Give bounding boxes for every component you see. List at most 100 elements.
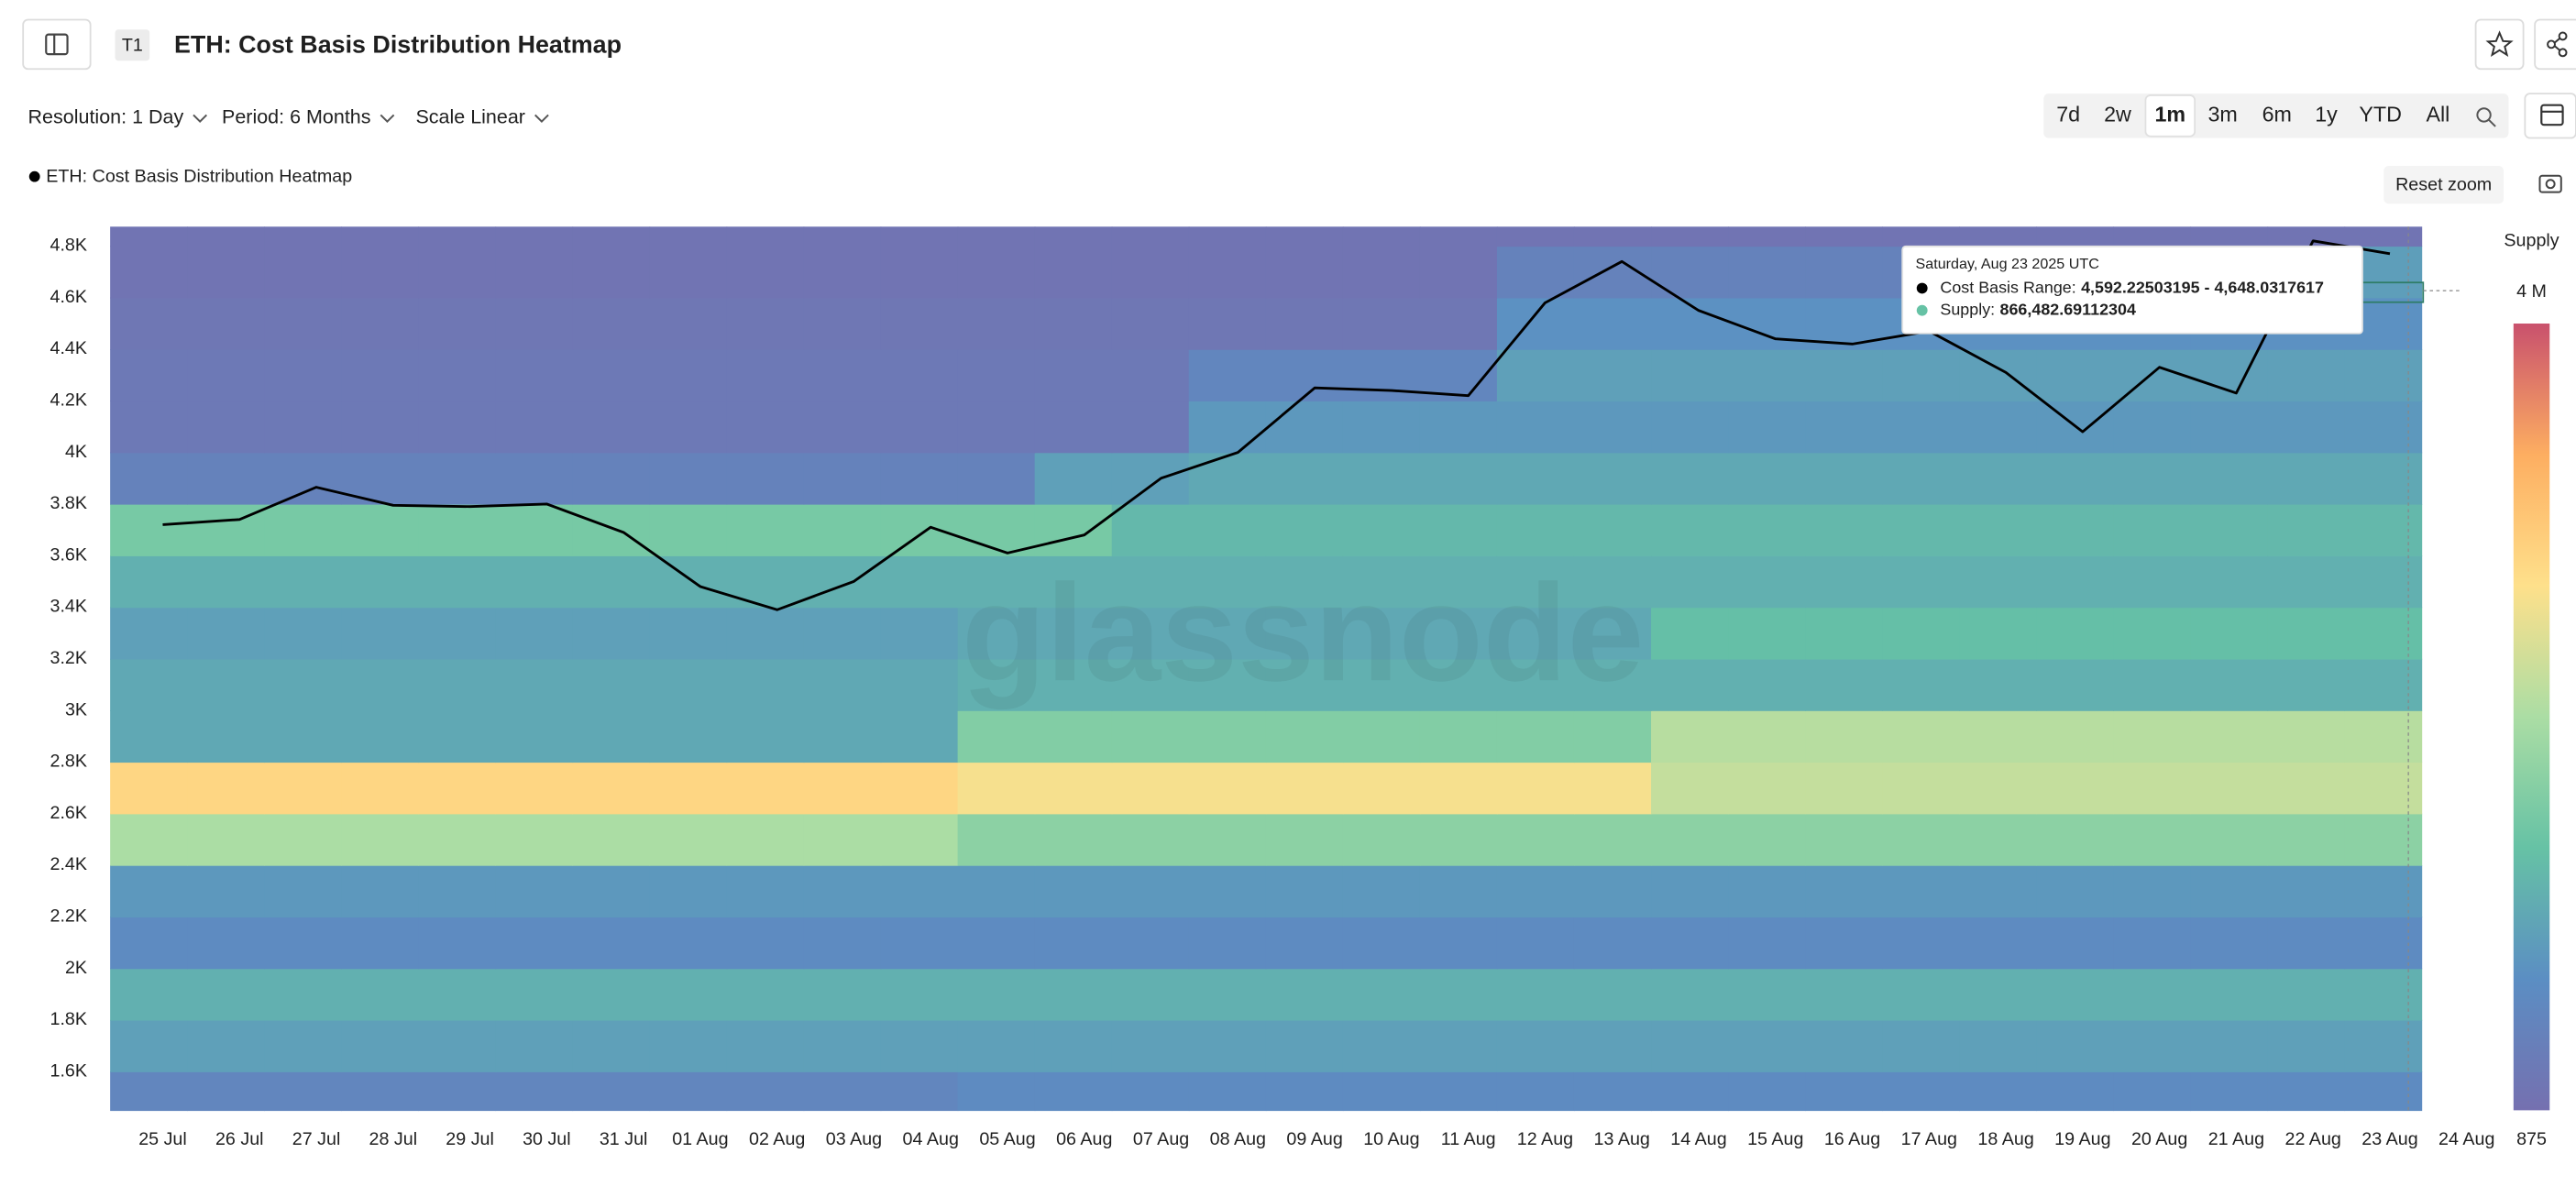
- range-button[interactable]: 7d: [2056, 102, 2080, 126]
- heatmap-cell: [341, 555, 420, 609]
- heatmap-cell: [957, 246, 1036, 299]
- heatmap-cell: [1496, 968, 1575, 1021]
- heatmap-cell: [649, 864, 728, 917]
- heatmap-cell: [1496, 607, 1575, 660]
- heatmap-cell: [726, 917, 805, 970]
- y-tick-label: 3.2K: [50, 648, 88, 668]
- heatmap-cell: [880, 710, 959, 763]
- heatmap-cell: [1959, 917, 2037, 970]
- heatmap-cell: [1959, 968, 2037, 1021]
- range-button[interactable]: 3m: [2207, 102, 2237, 126]
- heatmap-cell: [1188, 226, 1267, 247]
- heatmap-cell: [726, 348, 805, 402]
- heatmap-cell: [264, 917, 342, 970]
- reset-zoom-button[interactable]: [2383, 165, 2504, 204]
- heatmap-cell: [187, 710, 265, 763]
- heatmap-cell: [1342, 762, 1421, 815]
- heatmap-cell: [1573, 297, 1652, 350]
- heatmap-cell: [264, 348, 342, 402]
- heatmap-cell: [1034, 226, 1113, 247]
- star-button[interactable]: [2474, 18, 2525, 71]
- heatmap-cell: [2344, 348, 2423, 402]
- heatmap-cell: [957, 762, 1036, 815]
- colorbar-title: Supply: [2504, 231, 2559, 251]
- heatmap-cell: [572, 401, 651, 454]
- camera-icon[interactable]: [2538, 174, 2562, 193]
- heatmap-cell: [495, 658, 574, 711]
- heatmap-cell: [2267, 917, 2346, 970]
- heatmap-cell: [187, 246, 265, 299]
- x-tick-label: 12 Aug: [1517, 1129, 1573, 1149]
- x-tick-label: 01 Aug: [672, 1129, 728, 1149]
- heatmap-cell: [1805, 813, 1883, 866]
- heatmap-cell: [1419, 452, 1498, 505]
- heatmap-cell: [649, 297, 728, 350]
- heatmap-cell: [341, 401, 420, 454]
- star-icon: [2485, 30, 2514, 57]
- heatmap-cell: [1034, 503, 1113, 556]
- range-button[interactable]: 2w: [2104, 102, 2131, 126]
- range-button[interactable]: 6m: [2262, 102, 2292, 126]
- heatmap-cell: [187, 1071, 265, 1112]
- heatmap-cell: [2344, 710, 2423, 763]
- heatmap-cell: [1573, 503, 1652, 556]
- heatmap-cell: [264, 864, 342, 917]
- chevron: [534, 114, 549, 124]
- heatmap-cell: [1034, 1071, 1113, 1112]
- heatmap-cell: [1728, 607, 1806, 660]
- sidebar-toggle[interactable]: [22, 18, 92, 71]
- heatmap-cell: [187, 226, 265, 247]
- heatmap-cell: [110, 864, 188, 917]
- tooltip-row: Supply: 866,482.69112304: [1940, 300, 2136, 318]
- heatmap-cell: [2190, 710, 2269, 763]
- colorbar: [2513, 324, 2550, 1111]
- share-icon: [2547, 31, 2568, 58]
- heatmap-cell: [1111, 658, 1190, 711]
- heatmap-cell: [1651, 813, 1729, 866]
- heatmap-cell: [1342, 452, 1421, 505]
- heatmap-cell: [957, 917, 1036, 970]
- control-label[interactable]: Resolution: 1 Day: [28, 106, 184, 128]
- range-button[interactable]: 1m: [2154, 102, 2185, 126]
- heatmap-cell: [726, 297, 805, 350]
- heatmap-cell: [110, 452, 188, 505]
- heatmap-cell: [1728, 503, 1806, 556]
- heatmap-cell: [1651, 607, 1729, 660]
- heatmap-cell: [2190, 226, 2269, 247]
- heatmap-cell: [1728, 401, 1806, 454]
- range-button[interactable]: All: [2426, 102, 2449, 126]
- heatmap-cell: [2267, 555, 2346, 609]
- heatmap-cell: [2113, 555, 2192, 609]
- heatmap-cell: [341, 607, 420, 660]
- heatmap-cell: [418, 917, 497, 970]
- heatmap-cell: [649, 813, 728, 866]
- control-label[interactable]: Scale Linear: [415, 106, 525, 128]
- heatmap-cell: [1188, 297, 1267, 350]
- heatmap-cell: [649, 401, 728, 454]
- zoom-icon[interactable]: [2476, 107, 2496, 127]
- heatmap-cell: [649, 917, 728, 970]
- heatmap-cell: [1573, 452, 1652, 505]
- heatmap-cell: [187, 348, 265, 402]
- heatmap-cell: [2267, 658, 2346, 711]
- range-button[interactable]: 1y: [2315, 102, 2338, 126]
- heatmap-cell: [572, 968, 651, 1021]
- heatmap-cell: [2267, 968, 2346, 1021]
- badge: T1: [122, 35, 143, 55]
- heatmap-cell: [1034, 864, 1113, 917]
- control-label[interactable]: Period: 6 Months: [222, 106, 371, 128]
- heatmap-cell: [495, 813, 574, 866]
- heatmap-cell: [1034, 246, 1113, 299]
- calendar-icon: [2540, 104, 2564, 126]
- heatmap-cell: [649, 710, 728, 763]
- heatmap-cell: [1111, 917, 1190, 970]
- heatmap-cell: [110, 1019, 188, 1072]
- heatmap-cell: [1496, 1019, 1575, 1072]
- calendar-button[interactable]: [2524, 93, 2576, 139]
- x-tick-label: 06 Aug: [1056, 1129, 1112, 1149]
- heatmap-cell: [1882, 607, 1960, 660]
- x-tick-label: 31 Jul: [600, 1129, 648, 1149]
- range-button[interactable]: YTD: [2359, 102, 2402, 126]
- heatmap-cell: [1265, 401, 1344, 454]
